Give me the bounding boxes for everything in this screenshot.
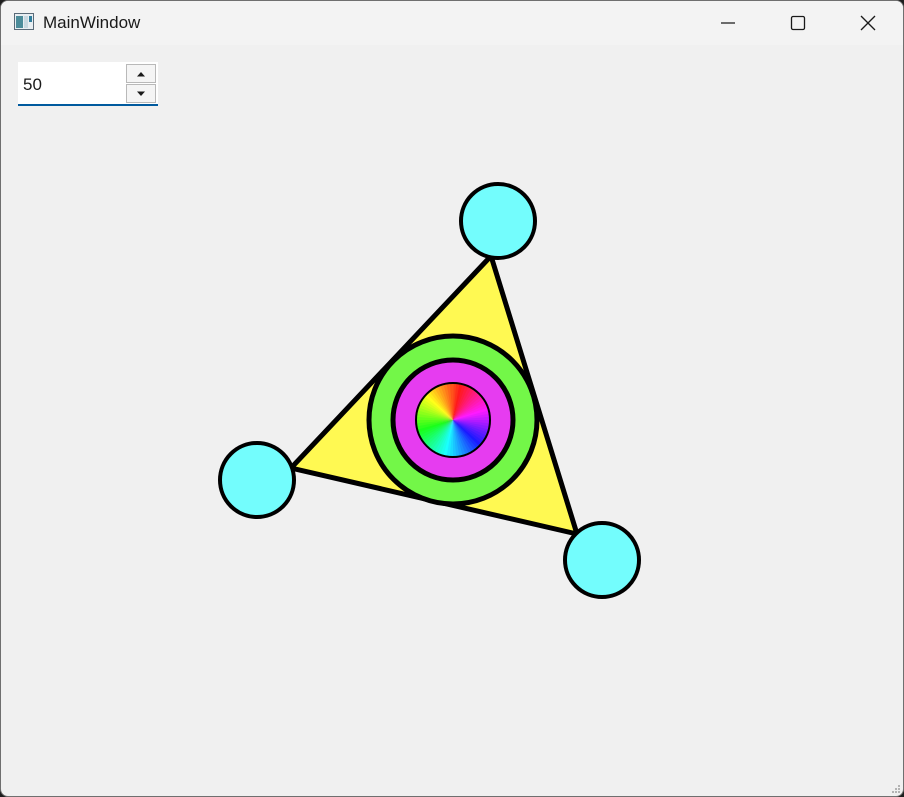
maximize-icon — [790, 15, 806, 31]
arrow-down-icon — [137, 91, 145, 96]
color-wheel-outline — [415, 382, 491, 458]
node-bottom-right[interactable] — [563, 521, 641, 599]
title-bar[interactable]: MainWindow — [1, 1, 903, 45]
close-button[interactable] — [833, 1, 903, 45]
spin-up-button[interactable] — [126, 64, 156, 83]
maximize-button[interactable] — [763, 1, 833, 45]
spinbox-value[interactable]: 50 — [23, 75, 42, 94]
node-top[interactable] — [459, 182, 537, 260]
arrow-up-icon — [137, 71, 145, 76]
color-wheel[interactable] — [416, 383, 490, 457]
resize-grip-icon[interactable] — [891, 784, 901, 794]
window-title: MainWindow — [43, 13, 141, 32]
spin-down-button[interactable] — [126, 84, 156, 103]
minimize-button[interactable] — [693, 1, 763, 45]
node-left[interactable] — [218, 441, 296, 519]
minimize-icon — [721, 22, 735, 24]
close-icon — [860, 15, 876, 31]
app-window-icon — [14, 13, 34, 30]
number-spinbox[interactable]: 50 — [18, 62, 158, 106]
